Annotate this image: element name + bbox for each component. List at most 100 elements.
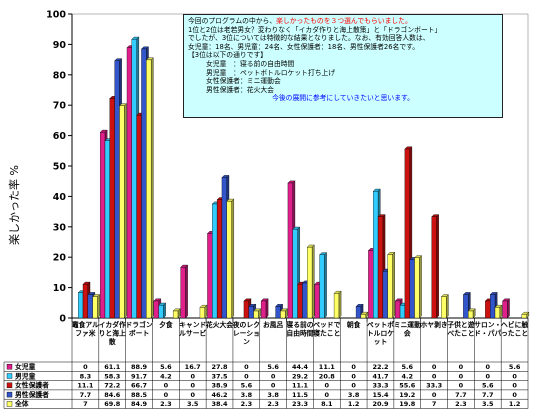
table-cell: 46.2 [212,391,228,399]
bar-front [387,254,393,319]
bar-front [404,148,410,319]
table-cell: 23.3 [292,400,308,408]
bar-front [221,177,227,319]
bar-front [104,140,110,319]
bar [431,214,440,319]
y-tick-label: 20 [53,253,67,264]
table-cell: 4.2 [160,372,172,380]
bar-front [226,201,232,319]
x-category-label: 自由時間 [286,328,313,337]
callout-line-8: 女性保護者：ミニ運動会 [206,77,281,86]
table-cell: 0 [485,363,490,371]
table-cell: 7 [83,400,88,408]
table-cell: 0 [432,372,437,380]
table-cell: 0 [432,391,437,399]
bar-front [373,191,379,319]
bar [226,198,235,319]
table-cell: 84.9 [131,400,148,408]
bar-side [419,255,422,319]
y-tick-label: 40 [53,192,67,203]
bar-front [360,314,366,319]
table-cell: 61.1 [104,363,121,371]
table-cell: 11.1 [77,382,94,390]
x-category-label: ったこと [501,328,528,337]
x-category-label: トルロケ [367,329,394,337]
y-tick-label: 70 [53,101,67,112]
table-cell: 3.8 [267,391,279,399]
bar-front [382,271,388,319]
x-category-label: ペットボ [367,320,394,329]
bar-front [87,294,93,319]
bar-front [260,300,267,319]
bar [414,255,422,319]
table-cell: 7.7 [80,391,92,399]
bar-side [163,302,166,319]
bar-side [392,251,395,319]
bar-side [338,290,342,319]
bar-front [158,305,164,319]
bar [467,308,476,319]
bar-front [485,300,491,319]
x-category-label: ドラゴン [125,320,152,329]
bar-front [114,60,120,319]
bar [387,251,396,319]
bar-front [395,300,401,319]
x-category-label: ヘビに触 [501,320,528,329]
table-cell: 91.7 [131,372,147,380]
bar-front [409,259,415,319]
bar-front [494,307,501,319]
bar-front [253,310,259,319]
table-cell: 2.3 [160,400,172,408]
table-cell: 15.4 [372,391,389,399]
x-category-label: ット [374,338,388,346]
bar-front [297,284,303,319]
bar-front [131,39,137,319]
table-cell: 58.3 [104,372,120,380]
table-cell: 88.5 [131,391,148,399]
x-category-label: ン [243,338,250,346]
x-category-label: 子供と遊 [447,320,474,329]
table-cell: 0 [325,391,330,399]
x-category-label: お風呂 [263,320,284,329]
table-cell: 3.8 [241,391,253,399]
y-axis-label: 楽しかった率 % [8,165,21,245]
table-cell: 3.5 [187,400,199,408]
table-cell: 5.6 [267,363,279,371]
table-cell: 0 [271,372,276,380]
table-cell: 7.7 [455,391,467,399]
x-category-label: 竈食アル [72,320,99,329]
table-cell: 33.3 [372,382,388,390]
callout-line-7: 男児童 ：ペットボトルロケット打ち上げ [206,68,336,77]
table-cell: 0 [432,363,437,371]
table-cell: 33.3 [426,382,442,390]
table-cell: 0 [271,382,276,390]
table-cell: 55.6 [399,382,416,390]
bar [319,252,328,319]
table-cell: 0 [459,382,464,390]
bar-front [92,296,98,319]
table-cell: 0 [190,391,195,399]
bar-front [314,284,320,319]
x-category-label: ミニ運動 [394,320,421,329]
x-category-label: サロン・ [474,321,501,329]
x-category-label: べたこと [447,328,474,337]
table-cell: 0 [512,372,517,380]
bar-front [77,292,84,319]
legend-swatch [6,401,13,407]
table-cell: 38.4 [212,400,229,408]
legend-swatch [6,382,13,388]
bar [253,308,262,319]
bar-front [248,306,254,319]
bar-front [280,310,286,319]
table-cell: 72.2 [104,382,120,390]
table-cell: 5.6 [241,382,253,390]
table-cell: 2.3 [241,400,253,408]
table-cell: 2.3 [455,400,467,408]
table-cell: 19.2 [399,391,415,399]
bar [92,294,101,319]
x-category-label: りと海上 [99,328,126,337]
bar [145,57,154,319]
legend-swatch [6,373,13,379]
bar-front [502,300,508,319]
